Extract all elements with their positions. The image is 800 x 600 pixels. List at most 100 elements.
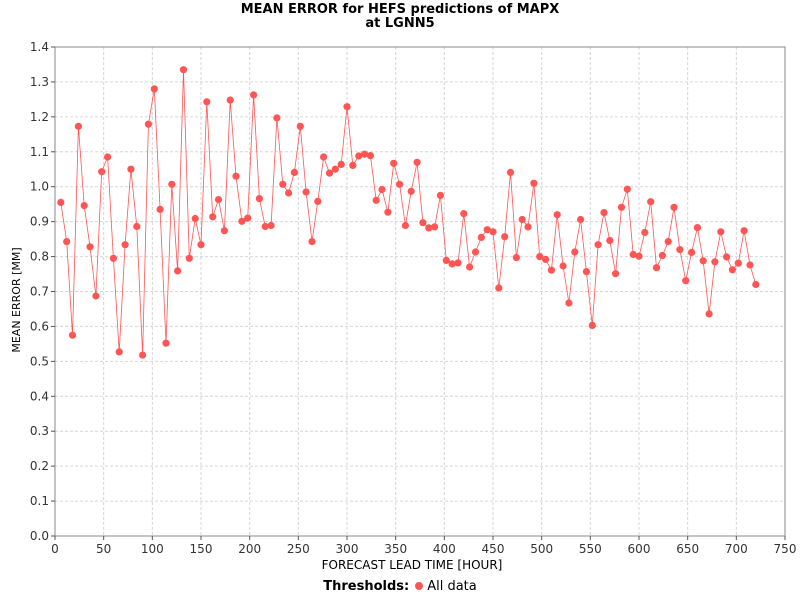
data-point xyxy=(244,214,252,222)
data-point xyxy=(693,224,702,232)
data-point xyxy=(250,91,258,99)
data-point xyxy=(723,253,731,261)
data-point xyxy=(606,236,614,245)
data-point xyxy=(185,254,193,262)
data-point xyxy=(670,203,678,211)
data-point xyxy=(273,114,281,122)
data-point xyxy=(518,215,526,224)
data-point xyxy=(174,267,182,275)
data-point xyxy=(524,223,532,231)
y-tick-label: 0.0 xyxy=(30,529,49,543)
data-point xyxy=(396,180,404,188)
x-tick-label: 250 xyxy=(287,542,310,556)
y-tick-label: 0.9 xyxy=(30,215,49,229)
axes: 0.0 0.1 0.2 0.3 0.4 0.5 0.6 0.7 0.8 0.9 1.0 1.1 1.2 1… xyxy=(30,40,797,556)
x-tick-label: 200 xyxy=(238,542,261,556)
x-tick-label: 450 xyxy=(482,542,505,556)
data-point xyxy=(600,209,608,217)
data-point xyxy=(425,224,433,232)
data-point xyxy=(448,260,456,268)
data-point xyxy=(162,339,170,347)
data-point xyxy=(267,221,275,230)
data-point xyxy=(711,258,719,266)
legend-marker-icon xyxy=(415,582,424,590)
data-point xyxy=(314,197,322,205)
data-point xyxy=(734,259,742,267)
data-point xyxy=(109,254,117,262)
y-axis-label: MEAN ERROR [MM] xyxy=(10,247,23,352)
data-point xyxy=(255,195,263,203)
data-point xyxy=(331,165,339,173)
data-point xyxy=(740,227,748,235)
data-point xyxy=(431,223,439,231)
y-tick-label: 0.8 xyxy=(30,250,49,264)
data-point xyxy=(197,241,205,249)
chart-title: MEAN ERROR for HEFS predictions of MAPX xyxy=(240,2,560,17)
data-point xyxy=(530,179,538,187)
x-tick-label: 550 xyxy=(579,542,602,556)
data-point xyxy=(349,161,357,169)
data-point xyxy=(635,252,643,260)
data-point xyxy=(542,255,550,263)
x-tick-label: 300 xyxy=(336,542,359,556)
data-point xyxy=(378,185,386,194)
data-point xyxy=(471,248,480,256)
data-point xyxy=(296,122,304,130)
y-tick-label: 1.3 xyxy=(30,75,49,89)
data-point xyxy=(547,266,556,274)
data-point xyxy=(512,254,521,262)
data-point xyxy=(553,211,561,219)
data-point xyxy=(401,221,409,230)
data-point xyxy=(594,241,602,249)
x-tick-label: 100 xyxy=(141,542,164,556)
data-point xyxy=(238,217,246,225)
data-point xyxy=(290,168,298,176)
data-point xyxy=(454,259,462,267)
data-point xyxy=(372,196,380,204)
data-point xyxy=(150,85,158,93)
y-tick-label: 1.1 xyxy=(30,145,49,159)
data-point xyxy=(588,321,596,329)
y-tick-label: 0.2 xyxy=(30,459,49,473)
data-point xyxy=(495,284,503,292)
x-tick-label: 50 xyxy=(96,542,111,556)
data-point xyxy=(688,248,696,256)
data-point xyxy=(559,262,567,270)
data-point xyxy=(612,270,620,278)
data-point xyxy=(343,103,351,111)
data-point xyxy=(699,257,707,265)
data-point xyxy=(325,169,334,177)
data-point xyxy=(98,168,106,176)
data-point xyxy=(652,264,661,272)
chart-subtitle: at LGNN5 xyxy=(365,16,435,31)
data-point xyxy=(390,159,398,167)
data-point xyxy=(203,98,211,106)
y-tick-label: 0.3 xyxy=(30,424,49,438)
data-point xyxy=(577,215,585,224)
data-point xyxy=(536,253,544,261)
legend-title: Thresholds: xyxy=(323,579,410,594)
data-point xyxy=(641,228,649,237)
data-point xyxy=(261,222,269,231)
y-tick-label: 0.7 xyxy=(30,285,49,299)
data-point xyxy=(466,263,474,271)
data-point xyxy=(728,266,737,274)
data-point xyxy=(144,120,152,128)
data-point xyxy=(442,256,450,264)
data-point xyxy=(285,189,293,197)
grid-lines xyxy=(54,46,786,537)
data-point xyxy=(407,187,415,195)
legend: Thresholds: All data xyxy=(0,579,800,594)
data-point xyxy=(419,219,427,227)
y-tick-label: 0.4 xyxy=(30,389,49,403)
data-point xyxy=(209,213,217,221)
data-point xyxy=(658,251,667,260)
data-point xyxy=(214,196,223,204)
data-point xyxy=(127,165,135,173)
data-point xyxy=(565,299,573,307)
data-point xyxy=(413,158,421,166)
data-point xyxy=(57,198,65,206)
data-point xyxy=(63,238,71,246)
data-point xyxy=(115,348,123,356)
data-point xyxy=(647,198,655,206)
